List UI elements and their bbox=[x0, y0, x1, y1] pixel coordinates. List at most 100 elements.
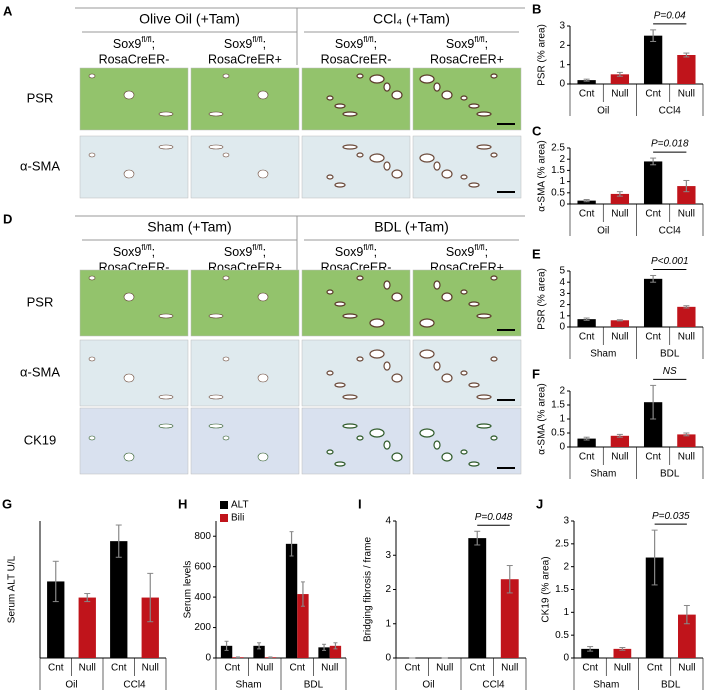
micrograph bbox=[301, 269, 411, 337]
x-tick-label: Cnt bbox=[579, 452, 595, 463]
vessel bbox=[334, 301, 346, 307]
vessel bbox=[123, 90, 135, 100]
vessel bbox=[369, 349, 385, 359]
vessel bbox=[433, 361, 441, 371]
vessel bbox=[391, 169, 403, 179]
x-tick-label: Null bbox=[678, 89, 695, 100]
vessel bbox=[419, 318, 435, 328]
y-tick-label: 0 bbox=[559, 79, 565, 90]
x-tick-label: Cnt bbox=[224, 663, 240, 674]
allele: fl/fl bbox=[474, 35, 484, 44]
group-label: Oil bbox=[422, 680, 434, 691]
bar bbox=[318, 647, 330, 658]
vessel bbox=[468, 182, 480, 188]
vessel bbox=[123, 452, 135, 462]
micrograph bbox=[301, 407, 411, 475]
vessel bbox=[490, 73, 498, 79]
y-tick-label: 1 bbox=[559, 310, 565, 321]
bar bbox=[577, 200, 596, 204]
x-tick-label: Null bbox=[256, 663, 273, 674]
vessel bbox=[468, 382, 480, 388]
micrograph bbox=[301, 135, 411, 199]
micrograph bbox=[190, 135, 300, 199]
allele: fl/fl bbox=[141, 35, 151, 44]
vessel bbox=[342, 394, 358, 400]
micrograph bbox=[412, 407, 522, 475]
group-label: CCl4 bbox=[659, 226, 682, 237]
x-tick-label: Cnt bbox=[579, 209, 595, 220]
vessel bbox=[88, 73, 96, 79]
bar bbox=[610, 320, 630, 327]
x-tick-label: Null bbox=[678, 663, 695, 674]
bar bbox=[577, 80, 596, 84]
sep: ; bbox=[263, 245, 266, 259]
y-tick-label: 1 bbox=[563, 607, 569, 618]
allele: fl/fl bbox=[474, 243, 484, 252]
sep: ; bbox=[374, 37, 377, 51]
genotype-label: Sox9fl/fl; bbox=[446, 35, 488, 51]
y-tick-label: 2 bbox=[559, 40, 565, 51]
group-label: CCl4 bbox=[482, 680, 505, 691]
vessel bbox=[222, 275, 230, 281]
gene: Sox9 bbox=[446, 245, 475, 259]
y-tick-label: 3 bbox=[559, 21, 565, 32]
row-label: α-SMA bbox=[20, 364, 60, 379]
x-tick-label: Cnt bbox=[645, 89, 661, 100]
vessel bbox=[383, 361, 391, 371]
micrograph bbox=[79, 67, 189, 131]
vessel bbox=[460, 449, 468, 455]
vessel bbox=[369, 428, 385, 438]
gene: Sox9 bbox=[446, 37, 475, 51]
panel-letter: C bbox=[532, 123, 542, 138]
bar bbox=[577, 438, 596, 447]
y-tick-label: 1 bbox=[559, 59, 565, 70]
bar bbox=[677, 434, 696, 447]
y-tick-label: 0 bbox=[385, 653, 391, 664]
x-tick-label: Cnt bbox=[645, 209, 661, 220]
vessel bbox=[391, 373, 403, 383]
vessel bbox=[441, 169, 453, 179]
genotype-line2: RosaCreER+ bbox=[208, 52, 282, 66]
bar bbox=[613, 648, 632, 658]
x-tick-label: Cnt bbox=[645, 332, 661, 343]
vessel bbox=[88, 356, 96, 362]
y-tick-label: 0.5 bbox=[551, 428, 565, 439]
y-tick-label: 0 bbox=[559, 199, 565, 210]
group-label: Sham bbox=[590, 469, 616, 480]
vessel bbox=[342, 313, 358, 319]
vessel bbox=[123, 169, 135, 179]
x-tick-label: Null bbox=[436, 663, 453, 674]
y-tick-label: 0 bbox=[563, 653, 569, 664]
vessel bbox=[208, 111, 224, 117]
y-tick-label: 0 bbox=[205, 653, 211, 664]
micrograph bbox=[79, 407, 189, 475]
y-tick-label: 4 bbox=[559, 277, 565, 288]
bar bbox=[677, 306, 696, 327]
vessel bbox=[123, 373, 135, 383]
bar bbox=[500, 579, 519, 658]
vessel bbox=[369, 74, 385, 84]
micrograph bbox=[79, 135, 189, 199]
vessel bbox=[208, 313, 224, 319]
allele: fl/fl bbox=[141, 243, 151, 252]
bar bbox=[329, 645, 342, 658]
y-axis-label: Serum levels bbox=[183, 561, 194, 619]
significance-label: P=0.04 bbox=[654, 11, 686, 22]
allele: fl/fl bbox=[252, 35, 262, 44]
genotype-label: Sox9fl/fl; bbox=[335, 35, 377, 51]
y-tick-label: 0.5 bbox=[551, 187, 565, 198]
bar bbox=[78, 597, 96, 658]
vessel bbox=[222, 356, 230, 362]
y-tick-label: 1 bbox=[559, 414, 565, 425]
vessel bbox=[433, 440, 441, 450]
genotype-label: Sox9fl/fl; bbox=[113, 35, 155, 51]
vessel bbox=[433, 82, 441, 92]
sep: ; bbox=[152, 37, 155, 51]
vessel bbox=[476, 111, 492, 117]
y-tick-label: 600 bbox=[194, 561, 211, 572]
vessel bbox=[433, 161, 441, 171]
bar bbox=[643, 402, 663, 447]
bar bbox=[610, 193, 630, 204]
x-tick-label: Null bbox=[614, 663, 631, 674]
